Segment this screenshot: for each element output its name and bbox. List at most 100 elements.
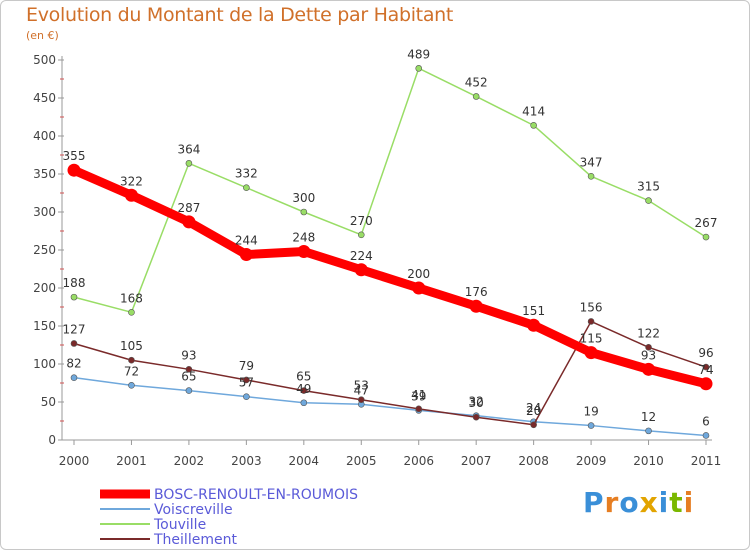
data-point <box>185 387 193 394</box>
data-point <box>300 208 308 216</box>
data-point <box>702 432 710 439</box>
data-label: 82 <box>66 357 81 371</box>
data-label: 122 <box>637 326 660 340</box>
data-label: 347 <box>580 155 603 169</box>
data-point <box>67 163 81 177</box>
x-tick-label: 2002 <box>174 454 205 468</box>
data-point <box>70 374 78 381</box>
data-point <box>584 346 598 360</box>
data-label: 19 <box>583 405 598 419</box>
data-point <box>645 343 652 351</box>
series-line-1 <box>73 376 707 437</box>
data-label: 20 <box>526 404 541 418</box>
data-label: 322 <box>120 174 143 188</box>
data-label: 200 <box>407 267 430 281</box>
data-label: 151 <box>522 304 545 318</box>
data-point <box>699 377 713 391</box>
data-point <box>300 387 308 394</box>
chart-title: Evolution du Montant de la Dette par Hab… <box>26 4 454 26</box>
series-line-0 <box>69 165 711 389</box>
data-label: 39 <box>411 389 426 403</box>
data-point <box>185 160 193 167</box>
data-point <box>530 421 537 429</box>
data-label: 156 <box>580 300 603 314</box>
y-tick-label: 350 <box>33 167 56 181</box>
data-label: 79 <box>239 359 254 373</box>
data-label: 224 <box>350 249 373 263</box>
data-label: 414 <box>522 104 545 118</box>
data-label: 115 <box>580 332 603 346</box>
data-label: 93 <box>181 348 196 362</box>
data-point <box>702 233 710 241</box>
data-point <box>243 376 250 384</box>
data-label: 267 <box>695 216 718 230</box>
data-label: 24 <box>526 401 541 415</box>
data-label: 41 <box>411 388 426 402</box>
data-label: 244 <box>235 234 258 248</box>
data-point <box>472 93 480 100</box>
legend: BOSC-RENOULT-EN-ROUMOISVoiscrevilleTouvi… <box>100 487 358 548</box>
data-label: 49 <box>296 382 311 396</box>
data-label: 176 <box>465 285 488 299</box>
proxiti-logo: Proxiti <box>583 486 695 519</box>
data-point <box>702 363 710 371</box>
data-point <box>469 299 483 313</box>
data-point <box>472 413 480 421</box>
data-point <box>70 293 78 301</box>
x-tick-label: 2003 <box>231 454 262 468</box>
data-label: 30 <box>469 396 484 410</box>
data-point <box>128 356 135 364</box>
y-tick-label: 250 <box>33 243 56 257</box>
data-label: 315 <box>637 180 660 194</box>
data-label: 65 <box>181 370 196 384</box>
data-label: 168 <box>120 291 143 305</box>
data-point <box>128 381 135 389</box>
data-label: 32 <box>469 395 484 409</box>
y-tick-label: 0 <box>48 433 56 447</box>
y-tick-label: 500 <box>33 53 56 67</box>
data-label: 332 <box>235 167 258 181</box>
x-tick-label: 2005 <box>346 454 377 468</box>
legend-label: Theillement <box>153 532 237 548</box>
x-tick-label: 2009 <box>576 454 607 468</box>
data-label: 489 <box>407 47 430 61</box>
series-labels: 82 72 65 57 49 47 39 32 24 19 12 6 188 168 364 332 300 27… <box>63 47 718 428</box>
data-label: 74 <box>698 363 713 377</box>
data-point <box>297 245 311 259</box>
series-line-2 <box>73 67 707 314</box>
data-point <box>527 318 541 332</box>
data-point <box>412 281 426 295</box>
data-label: 72 <box>124 364 139 378</box>
data-label: 65 <box>296 370 311 384</box>
data-label: 287 <box>177 201 200 215</box>
data-label: 300 <box>292 191 315 205</box>
y-tick-label: 200 <box>33 281 56 295</box>
data-point <box>530 122 537 129</box>
legend-label: Voiscreville <box>154 502 233 518</box>
y-tick-label: 150 <box>33 319 56 333</box>
data-point <box>182 215 196 229</box>
data-label: 47 <box>354 383 369 397</box>
x-tick-label: 2011 <box>691 454 722 468</box>
y-tick-label: 50 <box>41 395 56 409</box>
data-label: 93 <box>641 348 656 362</box>
x-tick-label: 2001 <box>116 454 147 468</box>
x-tick-label: 2006 <box>403 454 434 468</box>
data-label: 127 <box>63 322 86 336</box>
data-label: 6 <box>702 414 710 428</box>
data-point <box>300 399 308 407</box>
data-label: 57 <box>239 376 254 390</box>
data-point <box>645 427 652 435</box>
x-tick-label: 2008 <box>518 454 549 468</box>
data-point <box>587 422 595 429</box>
data-point <box>357 231 365 239</box>
data-label: 12 <box>641 410 656 424</box>
data-point <box>645 197 652 204</box>
series-lines <box>67 65 713 439</box>
data-point <box>185 366 193 373</box>
data-label: 105 <box>120 339 143 353</box>
data-label: 248 <box>292 231 315 245</box>
data-point <box>243 184 250 191</box>
data-point <box>642 362 656 376</box>
